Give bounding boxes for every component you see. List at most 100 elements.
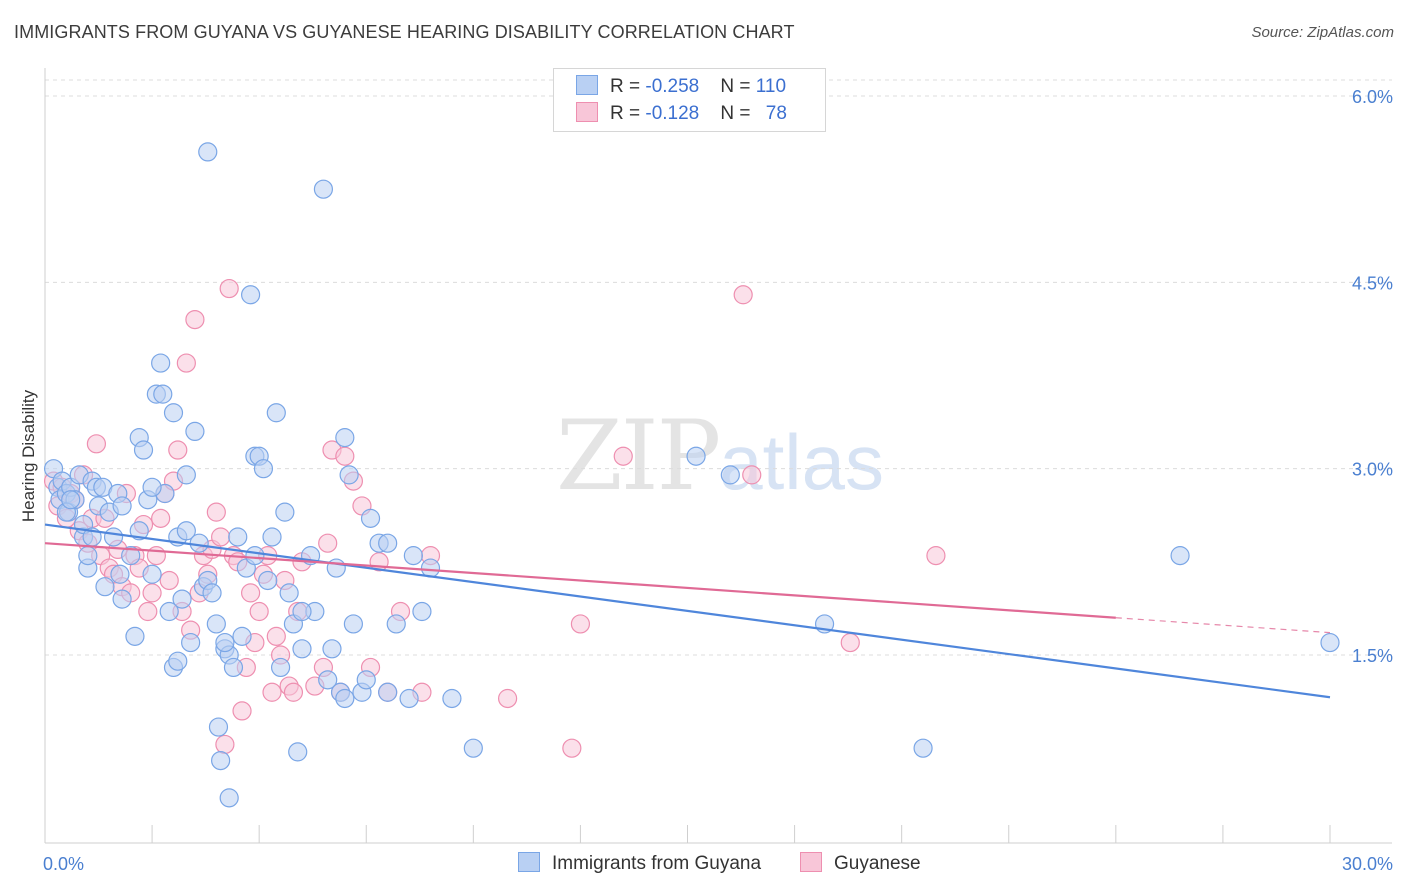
legend-n-label: N =	[720, 103, 756, 124]
data-point	[151, 353, 171, 373]
data-point	[613, 446, 633, 466]
data-point	[112, 589, 132, 609]
data-point	[241, 583, 261, 603]
data-point	[121, 546, 141, 566]
data-point	[159, 601, 179, 622]
data-point	[360, 508, 381, 528]
trend-lines	[44, 523, 1331, 699]
data-point	[211, 527, 231, 547]
legend-row-guyana: R = -0.258 N = 110	[576, 75, 786, 99]
data-point	[313, 179, 334, 199]
data-point	[279, 583, 299, 603]
data-point	[232, 626, 252, 646]
legend-n-label: N =	[720, 76, 756, 97]
tick-labels: 1.5% 3.0% 4.5% 6.0% 0.0% 30.0%	[43, 87, 1393, 874]
data-point	[1170, 546, 1190, 566]
data-point	[189, 533, 209, 553]
data-point	[198, 142, 218, 162]
data-point	[463, 738, 483, 758]
data-point	[208, 717, 229, 737]
data-points	[43, 142, 1340, 808]
y-axis-label: Hearing Disability	[19, 389, 38, 522]
data-point	[249, 601, 269, 622]
axes	[44, 68, 1392, 844]
data-point	[840, 632, 860, 653]
x-tick-label: 0.0%	[43, 854, 84, 874]
data-point	[202, 583, 222, 603]
data-point	[168, 651, 188, 671]
data-point	[283, 682, 304, 702]
watermark-atlas: atlas	[719, 418, 884, 506]
data-point	[219, 788, 239, 808]
data-point	[343, 614, 363, 634]
data-point	[219, 278, 239, 299]
data-point	[266, 403, 286, 423]
data-point	[61, 490, 81, 510]
correlation-legend: R = -0.258 N = 110 R = -0.128 N = 78	[553, 68, 826, 132]
data-point	[206, 614, 226, 634]
x-tick-label: 30.0%	[1342, 854, 1393, 874]
data-point	[913, 738, 933, 758]
data-point	[253, 459, 274, 479]
data-point	[232, 701, 252, 721]
data-point	[270, 657, 291, 678]
legend-row-guyanese: R = -0.128 N = 78	[576, 102, 787, 126]
data-point	[103, 527, 124, 547]
data-point	[742, 465, 762, 485]
y-tick-label: 1.5%	[1352, 646, 1393, 666]
legend-swatch-guyana	[576, 75, 598, 95]
data-point	[339, 465, 359, 485]
data-point	[386, 614, 406, 634]
data-point	[176, 353, 196, 373]
legend-r-label: R =	[610, 76, 646, 97]
series-legend-item-guyana: Immigrants from Guyana	[518, 852, 761, 875]
data-point	[86, 434, 107, 454]
data-point	[686, 446, 706, 466]
data-point	[133, 440, 154, 460]
data-point	[262, 682, 282, 702]
data-point	[378, 682, 398, 702]
data-point	[335, 428, 355, 448]
trend-line	[44, 523, 1331, 699]
data-point	[185, 310, 205, 330]
data-point	[95, 577, 115, 597]
data-point	[241, 285, 261, 305]
data-point	[498, 688, 518, 709]
data-point	[142, 583, 162, 603]
data-point	[326, 558, 346, 578]
data-point	[146, 546, 166, 566]
data-point	[110, 564, 130, 584]
data-point	[335, 688, 355, 709]
trend-line-extension	[1115, 617, 1331, 634]
data-point	[153, 384, 173, 404]
data-point	[206, 502, 226, 522]
data-point	[112, 496, 132, 516]
data-point	[318, 670, 338, 690]
data-point	[78, 546, 98, 566]
data-point	[292, 639, 312, 659]
data-point	[185, 421, 205, 441]
series-points	[43, 278, 946, 758]
data-point	[275, 502, 295, 522]
legend-r-value: -0.258	[645, 76, 700, 97]
data-point	[181, 632, 201, 653]
y-tick-label: 6.0%	[1352, 87, 1393, 107]
data-point	[215, 734, 235, 755]
data-point	[288, 742, 308, 762]
data-point	[176, 465, 196, 485]
data-point	[399, 688, 419, 709]
data-point	[562, 738, 582, 758]
series-legend-label: Immigrants from Guyana	[552, 853, 762, 874]
y-tick-label: 3.0%	[1352, 460, 1393, 480]
series-swatch-guyanese	[800, 852, 822, 872]
data-point	[412, 601, 432, 622]
data-point	[322, 639, 342, 659]
data-point	[215, 632, 235, 653]
data-point	[223, 657, 244, 678]
watermark: ZIPatlas	[556, 400, 884, 512]
data-point	[258, 570, 278, 591]
chart-title: IMMIGRANTS FROM GUYANA VS GUYANESE HEARI…	[14, 22, 795, 42]
legend-r-label: R =	[610, 103, 646, 124]
data-point	[356, 670, 376, 690]
